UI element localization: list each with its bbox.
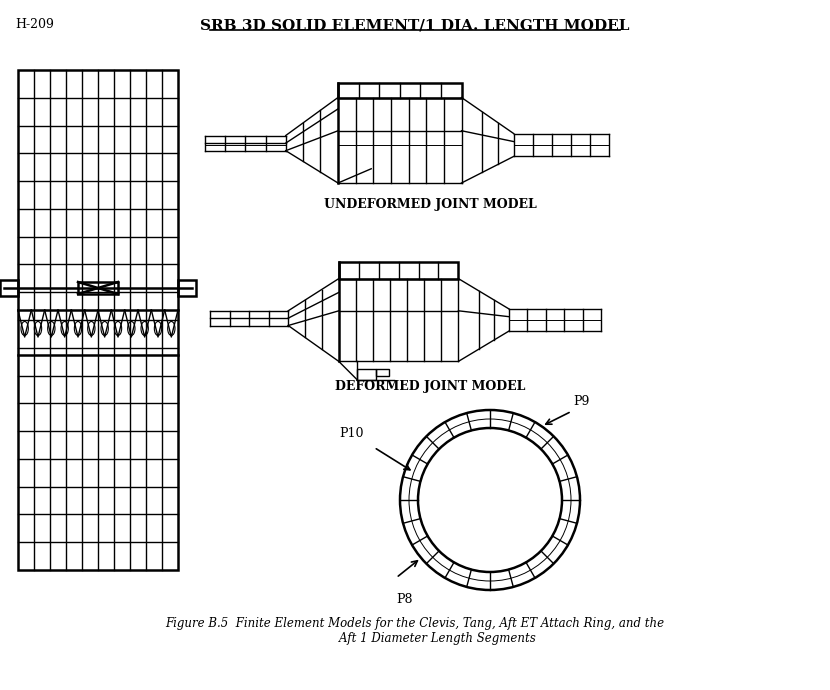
- Bar: [18, 70, 178, 570]
- Bar: [78, 282, 118, 294]
- Bar: [338, 83, 461, 97]
- Text: P10: P10: [339, 427, 364, 440]
- Text: H-209: H-209: [15, 18, 54, 31]
- Bar: [178, 280, 196, 296]
- Text: DEFORMED JOINT MODEL: DEFORMED JOINT MODEL: [334, 380, 525, 393]
- Text: UNDEFORMED JOINT MODEL: UNDEFORMED JOINT MODEL: [324, 198, 536, 211]
- Bar: [339, 262, 458, 279]
- Bar: [357, 368, 376, 380]
- Bar: [0, 280, 18, 296]
- Text: P9: P9: [574, 395, 590, 408]
- Text: Figure B.5  Finite Element Models for the Clevis, Tang, Aft ET Attach Ring, and : Figure B.5 Finite Element Models for the…: [165, 617, 665, 645]
- Bar: [376, 368, 389, 376]
- Text: SRB 3D SOLID ELEMENT/1 DIA. LENGTH MODEL: SRB 3D SOLID ELEMENT/1 DIA. LENGTH MODEL: [200, 18, 630, 32]
- Text: P8: P8: [396, 593, 413, 606]
